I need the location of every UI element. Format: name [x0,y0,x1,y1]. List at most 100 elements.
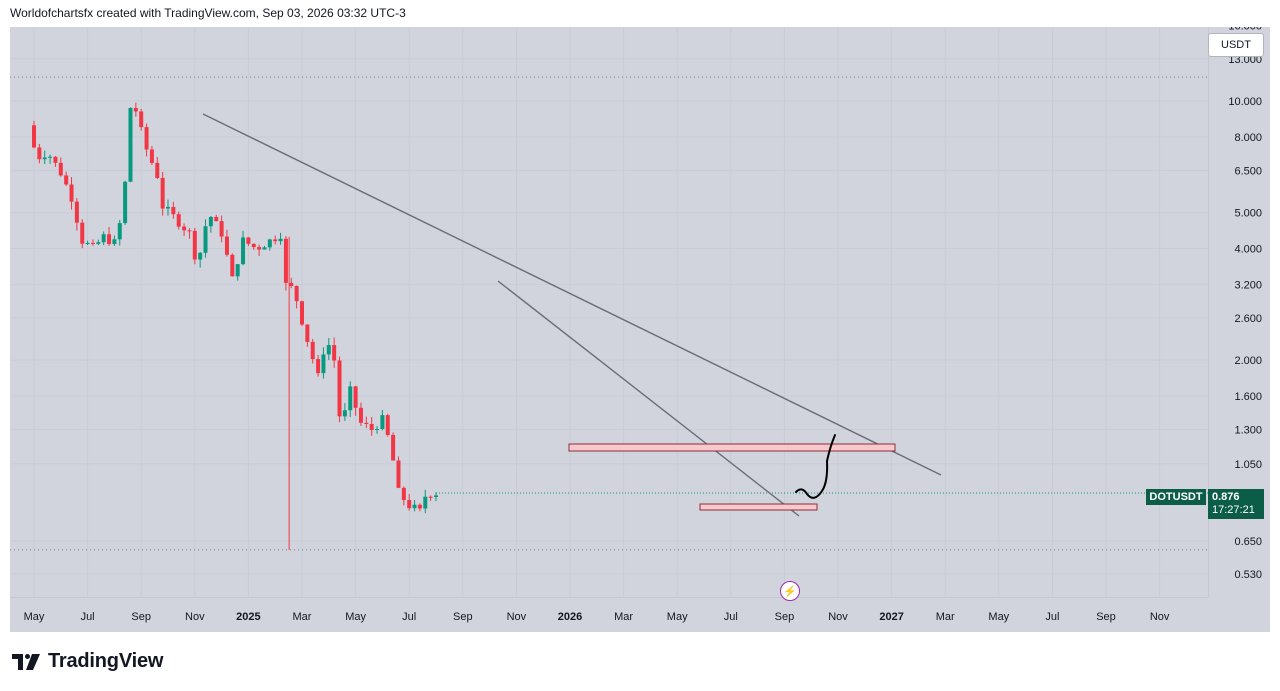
time-tick-label: 2027 [879,611,903,623]
time-axis-divider [10,597,1208,598]
candle-body [246,237,251,244]
candle-body [187,230,192,232]
time-tick-label: May [988,611,1009,623]
time-tick-label: May [667,611,688,623]
candle-body [58,162,63,176]
candle-body [166,206,170,209]
currency-selector[interactable]: USDT [1208,33,1264,57]
resistance-zone[interactable] [568,443,896,452]
candle-body [316,359,321,374]
candle-body [214,216,219,222]
candle-body [283,238,288,283]
price-tick-label: 16.000 [1228,27,1262,32]
price-chart[interactable]: 16.00013.00010.0008.0006.5005.0004.0003.… [10,27,1270,632]
candle-body [176,214,181,227]
candle-body [32,125,36,148]
time-tick-label: Nov [1150,611,1170,623]
candle-body [380,415,385,430]
long-trendline[interactable] [202,113,942,476]
short-trendline[interactable] [497,280,800,517]
time-tick-label: Nov [507,611,527,623]
time-tick-label: Mar [614,611,633,623]
time-tick-label: 2026 [558,611,582,623]
candle-body [401,487,406,500]
candle-body [112,239,117,245]
time-tick-label: Mar [936,611,955,623]
time-tick-label: Jul [402,611,416,623]
price-tick-label: 5.000 [1234,208,1262,220]
candle-body [123,181,128,224]
candle-body [144,127,149,150]
candle-body [101,234,106,243]
candle-body [375,429,380,431]
price-tick-label: 8.000 [1234,132,1262,144]
tradingview-brand: TradingView [12,650,163,673]
time-tick-label: May [24,611,45,623]
price-tick-label: 0.530 [1234,569,1262,581]
candle-body [428,496,433,498]
grid [10,27,1208,597]
support-zone[interactable] [699,503,818,511]
time-tick-label: Jul [724,611,738,623]
candle-body [262,247,267,250]
candle-body [300,301,304,325]
candle-body [251,243,256,248]
candle-body [273,239,278,242]
candle-body [385,415,390,435]
candle-body [278,238,283,242]
time-tick-label: Jul [81,611,95,623]
price-tick-label: 1.600 [1234,391,1262,403]
time-tick-label: Nov [828,611,848,623]
price-tick-label: 6.500 [1234,165,1262,177]
price-tick-label: 10.000 [1228,96,1262,108]
candle-body [133,108,138,112]
candle-body [289,282,294,286]
candle-body [407,499,412,509]
candles [32,102,1208,550]
candle-body [42,157,47,160]
time-tick-label: Sep [131,611,151,623]
time-tick-label: Sep [1096,611,1116,623]
last-price-value: 0.876 [1212,491,1240,503]
time-tick-label: Jul [1045,611,1059,623]
candle-body [353,386,358,408]
candle-body [182,226,187,231]
tradingview-wordmark: TradingView [48,650,164,672]
candle-body [171,206,176,215]
price-tick-label: 4.000 [1234,243,1262,255]
candle-body [64,175,69,185]
candle-body [332,345,337,361]
projection-path-drawing[interactable] [795,434,836,499]
candle-body [85,242,90,244]
price-tick-label: 0.650 [1234,536,1262,548]
candle-body [358,407,363,423]
candle-body [417,504,422,509]
symbol-label: DOTUSDT [1146,489,1206,505]
candle-body [37,147,42,160]
price-tick-label: 3.200 [1234,279,1262,291]
last-price-label: 0.876 17:27:21 [1208,489,1264,519]
time-tick-label: Nov [185,611,205,623]
candle-body [53,156,58,163]
candle-body [305,324,310,342]
candle-body [198,252,203,260]
price-axis[interactable]: 16.00013.00010.0008.0006.5005.0004.0003.… [1228,27,1262,581]
time-axis[interactable]: May Jul Sep Nov 2025 Mar May Jul Sep Nov 2026 Mar Ma… [24,611,1170,623]
price-tick-label: 1.300 [1234,424,1262,436]
time-tick-label: 2025 [236,611,260,623]
candle-body [364,422,369,424]
bar-countdown: 17:27:21 [1212,504,1255,516]
candle-body [348,386,353,411]
lightning-icon[interactable]: ⚡ [780,581,800,601]
candle-body [128,108,133,182]
candle-body [117,223,122,240]
price-axis-divider [1208,27,1209,597]
candle-body [208,216,213,227]
candle-body [192,230,197,260]
chart-area[interactable]: 16.00013.00010.0008.0006.5005.0004.0003.… [10,27,1270,632]
time-tick-label: Mar [293,611,312,623]
candle-body [396,460,401,488]
candle-body [203,226,208,253]
candle-body [241,237,246,265]
candle-body [149,149,154,163]
